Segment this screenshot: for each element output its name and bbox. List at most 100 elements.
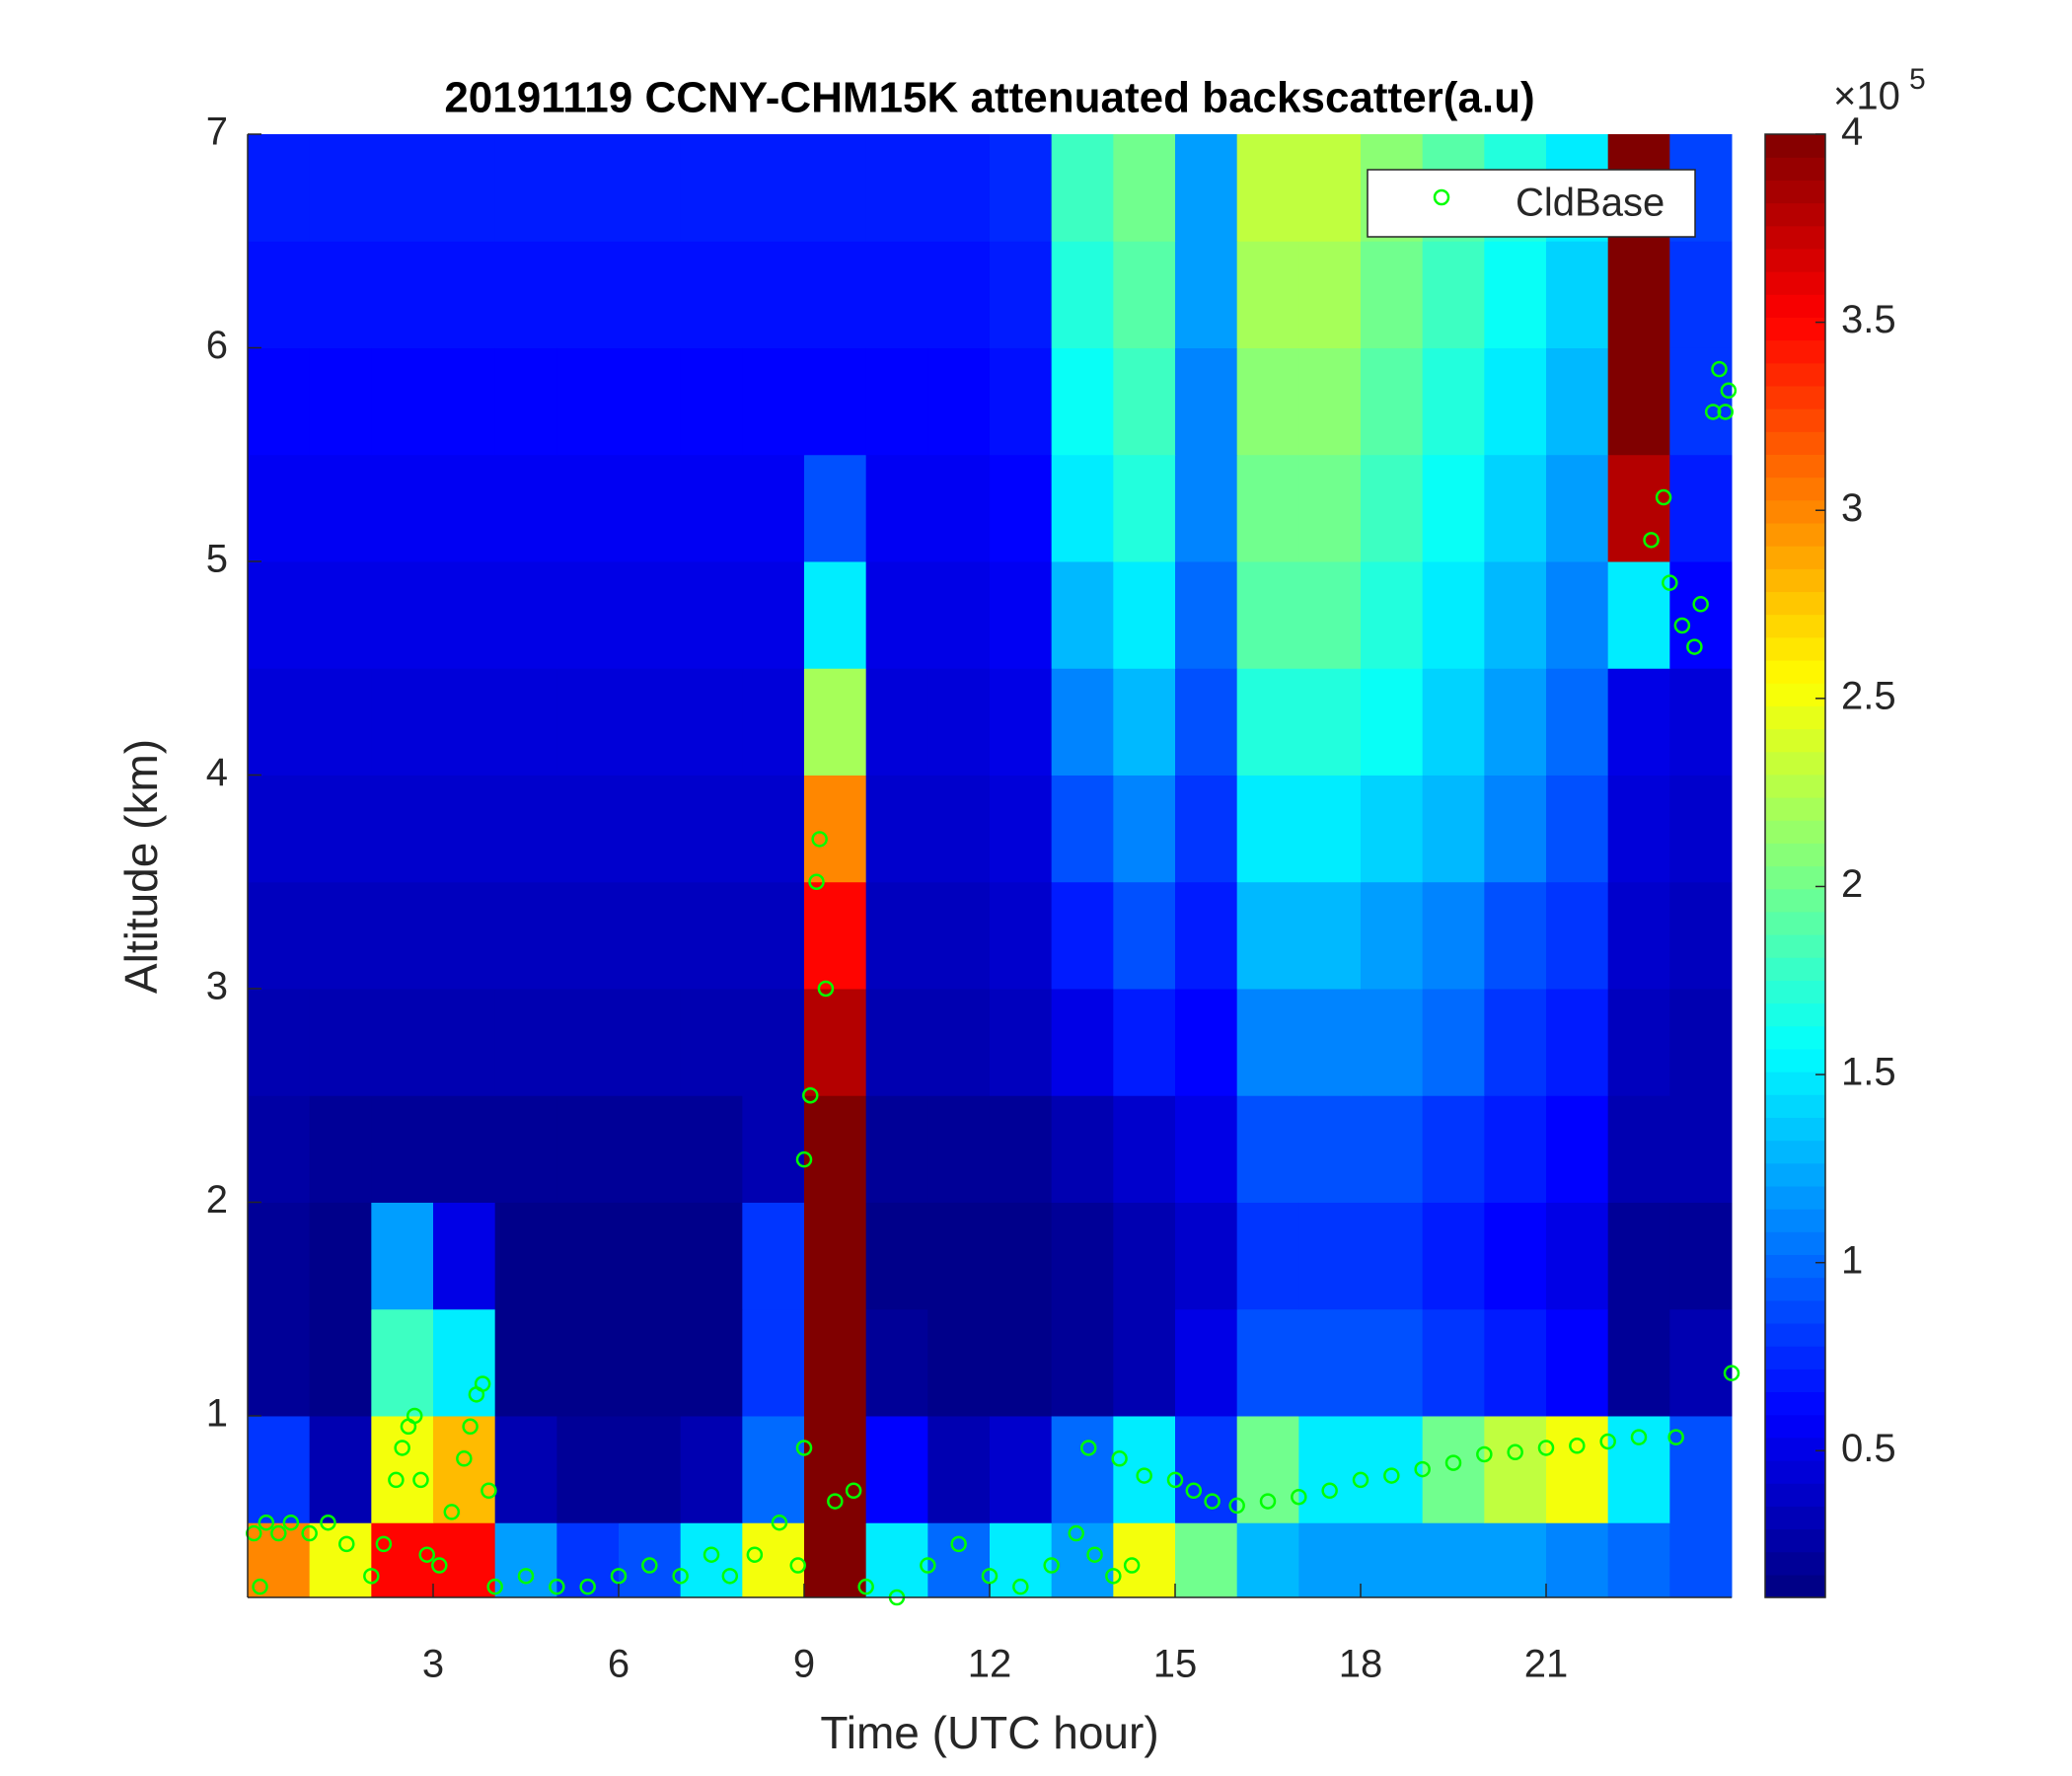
colorbar-step [1765,499,1825,524]
heatmap-cell [680,881,743,990]
heatmap-cell [371,881,434,990]
heatmap-cell [1051,1202,1114,1310]
heatmap-cell [1546,1522,1609,1598]
heatmap-cell [371,347,434,456]
heatmap-cell [1236,668,1299,776]
heatmap-cell [494,988,557,1096]
heatmap-cell [619,134,682,242]
heatmap-cell [433,347,496,456]
heatmap-cell [1669,454,1733,562]
cloud-base-point [746,1546,764,1563]
heatmap-cell [371,1308,434,1417]
heatmap-cell [1051,988,1114,1096]
cloud-base-point [406,1407,423,1425]
cloud-base-point [721,1568,739,1585]
heatmap-cell [556,1415,620,1523]
heatmap-cell [1113,1308,1176,1417]
heatmap-cell [309,881,372,990]
heatmap-cell [1669,668,1733,776]
cloud-base-point [789,1557,806,1574]
heatmap-cell [371,988,434,1096]
cloud-base-point [802,1086,819,1104]
heatmap-cell [1298,1202,1362,1310]
heatmap-cell [990,241,1053,348]
heatmap-cell [619,775,682,883]
cloud-base-point [1111,1450,1128,1467]
heatmap-cell [1051,454,1114,562]
heatmap-cell [309,988,372,1096]
cloud-base-point [1673,617,1691,634]
heatmap-cell [1051,668,1114,776]
heatmap-cell [1546,347,1609,456]
heatmap-cell [556,560,620,669]
cloud-base-point [1228,1497,1245,1515]
heatmap-cell [865,775,928,883]
heatmap-cell [1113,134,1176,242]
colorbar-tick-label: 2 [1841,862,1863,906]
cloud-base-point [1352,1471,1369,1489]
heatmap-cell [1236,1415,1299,1523]
heatmap-cell [309,241,372,348]
cloud-base-point [1692,596,1709,613]
heatmap-cell [1607,1522,1670,1598]
cloud-base-point [1723,1365,1740,1381]
heatmap-cell [309,1095,372,1203]
cloud-base-point [1599,1433,1616,1450]
cloud-base-point [282,1514,300,1531]
heatmap-cell [1669,241,1733,348]
cloud-base-point [845,1482,862,1500]
heatmap-cell [1546,454,1609,562]
heatmap-cell [1484,881,1547,990]
colorbar-step [1765,339,1825,364]
colorbar-step [1765,614,1825,638]
colorbar-step [1765,271,1825,295]
heatmap-cell [804,775,867,883]
heatmap-cell [1113,347,1176,456]
heatmap-cell [1484,454,1547,562]
colorbar-multiplier: ×10 [1833,75,1900,118]
colorbar-step [1765,1162,1825,1187]
colorbar-step [1765,317,1825,341]
heatmap-cell [1298,881,1362,990]
heatmap-cell [990,134,1053,242]
heatmap-cell [1236,1095,1299,1203]
colorbar-step [1765,774,1825,798]
heatmap-cell [680,134,743,242]
heatmap-cell [1236,454,1299,562]
heatmap-cell [619,988,682,1096]
heatmap-cell [804,560,867,669]
cloud-base-point [1630,1429,1648,1445]
heatmap-cell [619,347,682,456]
heatmap-cell [556,668,620,776]
cloud-base-point [258,1514,275,1531]
heatmap-cell [927,347,991,456]
heatmap-cell [494,1522,557,1598]
heatmap-cell [865,560,928,669]
cloud-base-point [1012,1578,1029,1595]
heatmap-cell [1484,347,1547,456]
heatmap-cell [1175,881,1238,990]
cloud-base-point [795,1150,813,1168]
heatmap-cell [990,881,1053,990]
colorbar-step [1765,454,1825,479]
heatmap [248,134,1733,1598]
heatmap-cell [1361,775,1424,883]
heatmap-cell [1607,881,1670,990]
heatmap-cell [1051,881,1114,990]
colorbar-step [1765,1002,1825,1027]
colorbar-step [1765,180,1825,204]
heatmap-cell [371,1202,434,1310]
heatmap-cell [1607,668,1670,776]
cloud-base-point [817,980,835,998]
cloud-base-point [443,1504,461,1520]
y-tick-label: 6 [206,324,228,367]
heatmap-cell [309,1522,372,1598]
heatmap-cell [1546,988,1609,1096]
heatmap-cell [1484,1202,1547,1310]
colorbar-step [1765,1094,1825,1118]
heatmap-cell [1051,560,1114,669]
colorbar-step [1765,477,1825,501]
heatmap-cell [1422,1095,1485,1203]
colorbar-step [1765,1414,1825,1439]
